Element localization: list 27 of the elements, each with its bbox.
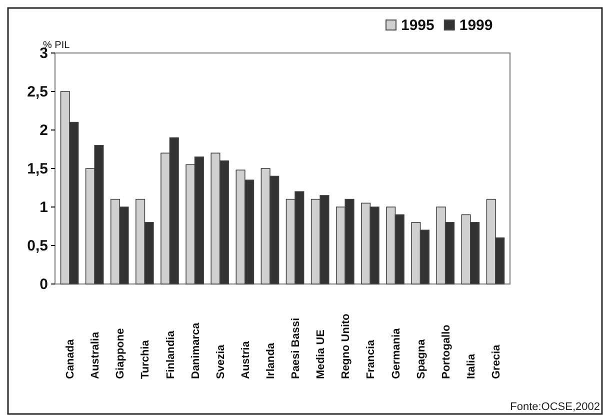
- x-tick-label: Portogallo: [440, 324, 452, 379]
- x-tick-label: Spagna: [415, 338, 428, 379]
- x-tick-label: Svezia: [214, 344, 227, 379]
- x-tick-label: Grecia: [490, 344, 502, 379]
- x-tick-label: Australia: [90, 331, 102, 379]
- x-tick-label: Canada: [64, 338, 77, 379]
- legend-label: 1995: [401, 17, 434, 34]
- x-tick-label: Regno Unito: [340, 313, 352, 379]
- x-tick-label: Italia: [465, 353, 478, 379]
- x-tick-label: Giappone: [114, 328, 127, 379]
- x-tick-label: Francia: [365, 338, 378, 379]
- x-tick-label: Danimarca: [190, 322, 202, 379]
- y-tick-label: 1,5: [27, 160, 48, 178]
- y-tick-label: 2,5: [27, 83, 48, 100]
- y-tick-label: 2: [40, 122, 48, 139]
- x-tick-label: Media UE: [315, 329, 328, 379]
- source-note: Fonte:OCSE,2002: [510, 401, 600, 413]
- y-tick-label: 1: [40, 198, 48, 216]
- y-tick-label: 0,5: [27, 237, 48, 254]
- x-tick-label: Germania: [390, 327, 402, 379]
- x-tick-label: Irlanda: [264, 342, 277, 379]
- x-tick-label: Austria: [240, 340, 252, 379]
- x-tick-label: Finlandia: [164, 330, 177, 379]
- y-tick-label: 0: [40, 276, 48, 293]
- legend-label: 1999: [459, 17, 493, 34]
- x-tick-label: Turchia: [140, 339, 152, 379]
- x-tick-label: Paesi Bassi: [290, 318, 302, 379]
